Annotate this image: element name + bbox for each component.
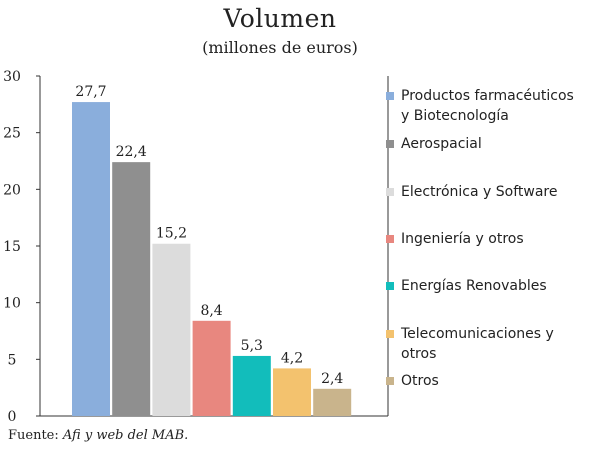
bar-value-label: 27,7 — [75, 84, 106, 100]
bar-4 — [192, 320, 231, 416]
legend-label: Ingeniería y otros — [401, 229, 524, 249]
legend-label-line: Otros — [401, 373, 439, 389]
legend-label: Aerospacial — [401, 134, 482, 154]
y-tick-label: 5 — [8, 352, 17, 368]
legend-swatch — [386, 282, 394, 290]
legend-label: Productos farmacéuticos y Biotecnología — [401, 86, 574, 126]
legend-label-line: Energías Renovables — [401, 278, 547, 294]
legend-swatch — [386, 377, 394, 385]
y-tick-label: 15 — [3, 239, 21, 255]
legend-label: Electrónica y Software — [401, 182, 558, 202]
bar-1 — [72, 102, 110, 417]
source-note: Fuente: Afi y web del MAB. — [8, 428, 188, 443]
y-tick-label: 10 — [3, 296, 21, 312]
legend-label-line: Electrónica y Software — [401, 184, 558, 200]
bar-3 — [152, 243, 191, 416]
bar-2 — [112, 162, 151, 416]
legend-item: Energías Renovables — [386, 276, 596, 296]
chart-legend: Productos farmacéuticos y Biotecnología Ae… — [386, 0, 596, 420]
bar-value-label: 2,4 — [321, 371, 343, 387]
bar-value-label: 22,4 — [116, 144, 147, 160]
legend-label-line: otros — [401, 346, 437, 362]
legend-label: Telecomunicaciones y otros — [401, 324, 554, 364]
y-tick-label: 20 — [3, 182, 21, 198]
y-tick-label: 30 — [3, 69, 21, 85]
legend-item: Electrónica y Software — [386, 182, 596, 202]
bar-value-label: 8,4 — [200, 303, 222, 319]
legend-item: Otros — [386, 371, 596, 391]
chart-subtitle: (millones de euros) — [202, 38, 358, 57]
legend-item: Telecomunicaciones y otros — [386, 324, 596, 364]
legend-swatch — [386, 92, 394, 100]
bar-value-label: 15,2 — [156, 226, 187, 242]
chart-title: Volumen — [223, 4, 337, 33]
legend-label-line: Telecomunicaciones y — [401, 326, 554, 342]
bar-value-label: 5,3 — [241, 338, 263, 354]
source-text: Afi y web del MAB. — [62, 428, 189, 443]
legend-swatch — [386, 235, 394, 243]
bar-7 — [313, 388, 352, 416]
legend-swatch — [386, 188, 394, 196]
legend-swatch — [386, 330, 394, 338]
legend-label-line: Aerospacial — [401, 136, 482, 152]
legend-label: Otros — [401, 371, 439, 391]
legend-item: Productos farmacéuticos y Biotecnología — [386, 86, 596, 126]
source-prefix: Fuente: — [8, 428, 63, 443]
legend-item: Aerospacial — [386, 134, 596, 154]
y-tick-label: 25 — [3, 126, 21, 142]
legend-item: Ingeniería y otros — [386, 229, 596, 249]
y-tick-label: 0 — [8, 409, 17, 425]
bar-value-label: 4,2 — [281, 350, 303, 366]
legend-label-line: Ingeniería y otros — [401, 231, 524, 247]
legend-label: Energías Renovables — [401, 276, 547, 296]
legend-label-line: Productos farmacéuticos — [401, 88, 574, 104]
bar-5 — [232, 355, 271, 416]
legend-swatch — [386, 140, 394, 148]
bar-6 — [273, 368, 311, 416]
legend-label-line: y Biotecnología — [401, 108, 509, 124]
